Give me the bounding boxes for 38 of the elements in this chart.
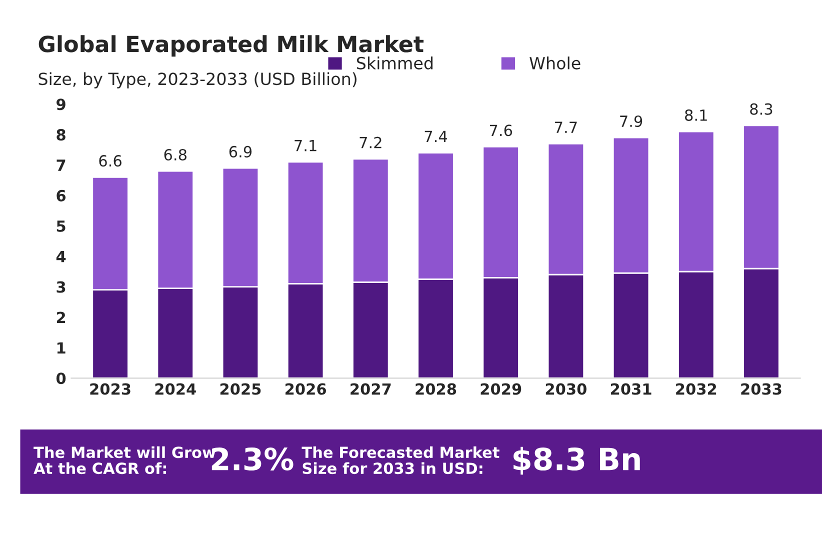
x-tick-label: 2032: [676, 383, 716, 395]
x-tick-label: 2031: [610, 383, 652, 395]
x-tick-label: 2025: [220, 383, 261, 395]
total-label: 6.8: [164, 148, 186, 161]
x-tick-label: 2026: [286, 383, 326, 395]
total-label: 6.9: [229, 146, 252, 158]
x-tick-label: 2027: [350, 383, 391, 395]
total-label: 8.3: [750, 103, 772, 115]
x-tick-label: 2030: [546, 383, 586, 395]
x-tick-label: 2024: [155, 383, 196, 395]
total-label: 7.6: [490, 124, 512, 136]
total-label: 7.7: [555, 122, 577, 133]
text: The Forecasted Market Size for 2033 in USD:: [302, 446, 500, 474]
total-label: 7.2: [360, 136, 382, 148]
y-tick-label: 3: [56, 281, 66, 293]
y-tick-label: 2: [56, 312, 66, 324]
total-label: 7.1: [294, 140, 316, 152]
x-tick-label: 2028: [416, 383, 456, 395]
total-label: 8.1: [685, 109, 707, 121]
legend-label: Whole: [530, 56, 580, 70]
total-label: 6.6: [99, 155, 122, 167]
legend-label: Skimmed: [356, 56, 433, 70]
chart-title: Global Evaporated Milk Market: [38, 35, 424, 57]
y-tick-label: 4: [56, 251, 66, 262]
chart-subtitle: Size, by Type, 2023-2033 (USD Billion): [38, 72, 356, 88]
x-tick-label: 2023: [90, 383, 130, 395]
y-tick-label: 6: [56, 190, 66, 202]
y-tick-label: 1: [57, 342, 66, 354]
x-tick-label: 2029: [480, 383, 522, 395]
y-tick-label: 9: [56, 98, 66, 110]
text: $8.3 Bn: [514, 446, 640, 475]
y-tick-label: 8: [56, 129, 66, 141]
y-tick-label: 5: [56, 220, 66, 232]
x-tick-label: 2033: [741, 383, 782, 395]
total-label: 7.9: [620, 115, 642, 128]
total-label: 7.4: [424, 130, 448, 142]
y-tick-label: 0: [56, 372, 66, 384]
y-tick-label: 7: [56, 160, 66, 171]
